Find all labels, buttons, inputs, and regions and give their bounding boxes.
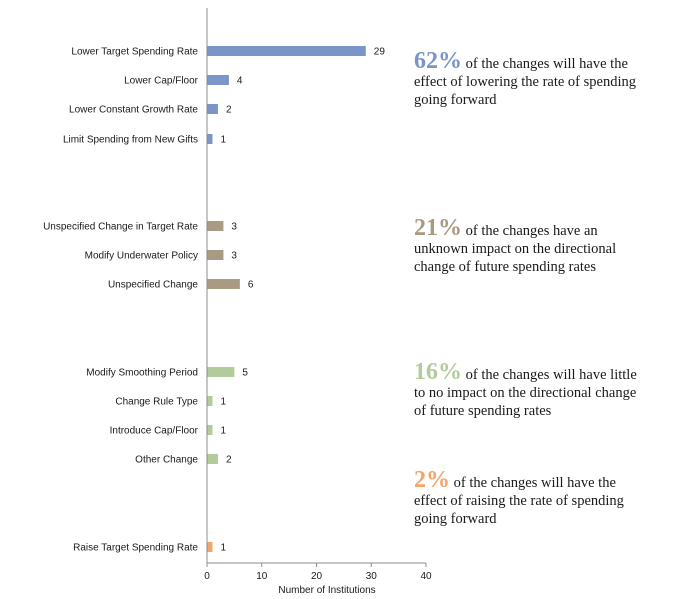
category-label: Introduce Cap/Floor xyxy=(110,426,199,437)
bar xyxy=(207,425,213,435)
value-label: 3 xyxy=(231,222,237,233)
bar xyxy=(207,134,213,144)
annotation-unknown-text: of the changes have an unknown impact on… xyxy=(414,223,617,275)
category-label: Unspecified Change in Target Rate xyxy=(43,222,198,233)
x-tick-label: 10 xyxy=(256,571,268,582)
bar xyxy=(207,542,213,552)
x-tick-label: 40 xyxy=(420,571,432,582)
bar xyxy=(207,75,229,85)
bar xyxy=(207,46,366,56)
category-label: Lower Constant Growth Rate xyxy=(69,105,198,116)
value-label: 4 xyxy=(237,76,243,87)
value-label: 2 xyxy=(226,455,232,466)
annotation-little: 16% of the changes will have little to n… xyxy=(414,360,650,420)
annotation-little-text: of the changes will have little to no im… xyxy=(414,367,637,419)
category-label: Other Change xyxy=(135,455,198,466)
annotation-lower-text: of the changes will have the effect of l… xyxy=(414,56,636,108)
annotation-lower-pct: 62% xyxy=(414,48,462,74)
bar xyxy=(207,250,224,260)
x-tick-label: 30 xyxy=(366,571,378,582)
annotation-raise-pct: 2% xyxy=(414,467,450,493)
x-axis: 0 10 20 30 40 xyxy=(204,8,432,582)
annotation-unknown-pct: 21% xyxy=(414,215,462,241)
category-label: Lower Target Spending Rate xyxy=(71,47,198,58)
x-tick-label: 0 xyxy=(204,571,210,582)
bars-layer xyxy=(207,46,366,552)
value-label: 1 xyxy=(220,543,226,554)
value-label: 5 xyxy=(242,368,248,379)
bar xyxy=(207,367,235,377)
bar xyxy=(207,221,224,231)
value-labels: 29 4 2 1 3 3 6 5 1 1 2 1 xyxy=(220,47,385,554)
category-label: Limit Spending from New Gifts xyxy=(63,135,198,146)
annotation-lower: 62% of the changes will have the effect … xyxy=(414,49,644,109)
bar xyxy=(207,104,218,114)
value-label: 29 xyxy=(374,47,386,58)
category-label: Change Rule Type xyxy=(115,397,198,408)
value-label: 1 xyxy=(220,397,226,408)
bar xyxy=(207,454,218,464)
x-tick-label: 20 xyxy=(311,571,323,582)
value-label: 1 xyxy=(220,135,226,146)
category-label: Modify Smoothing Period xyxy=(86,368,198,379)
annotation-raise-text: of the changes will have the effect of r… xyxy=(414,475,624,527)
annotation-little-pct: 16% xyxy=(414,359,462,385)
category-label: Modify Underwater Policy xyxy=(85,251,198,262)
bar xyxy=(207,396,213,406)
category-label: Raise Target Spending Rate xyxy=(73,543,198,554)
category-labels: Lower Target Spending Rate Lower Cap/Floo… xyxy=(43,47,199,554)
category-label: Lower Cap/Floor xyxy=(124,76,199,87)
value-label: 2 xyxy=(226,105,232,116)
category-label: Unspecified Change xyxy=(108,280,198,291)
value-label: 1 xyxy=(220,426,226,437)
bar xyxy=(207,279,240,289)
x-axis-title: Number of Institutions xyxy=(278,585,375,596)
value-label: 6 xyxy=(248,280,254,291)
value-label: 3 xyxy=(231,251,237,262)
annotation-unknown: 21% of the changes have an unknown impac… xyxy=(414,216,644,276)
annotation-raise: 2% of the changes will have the effect o… xyxy=(414,468,644,528)
